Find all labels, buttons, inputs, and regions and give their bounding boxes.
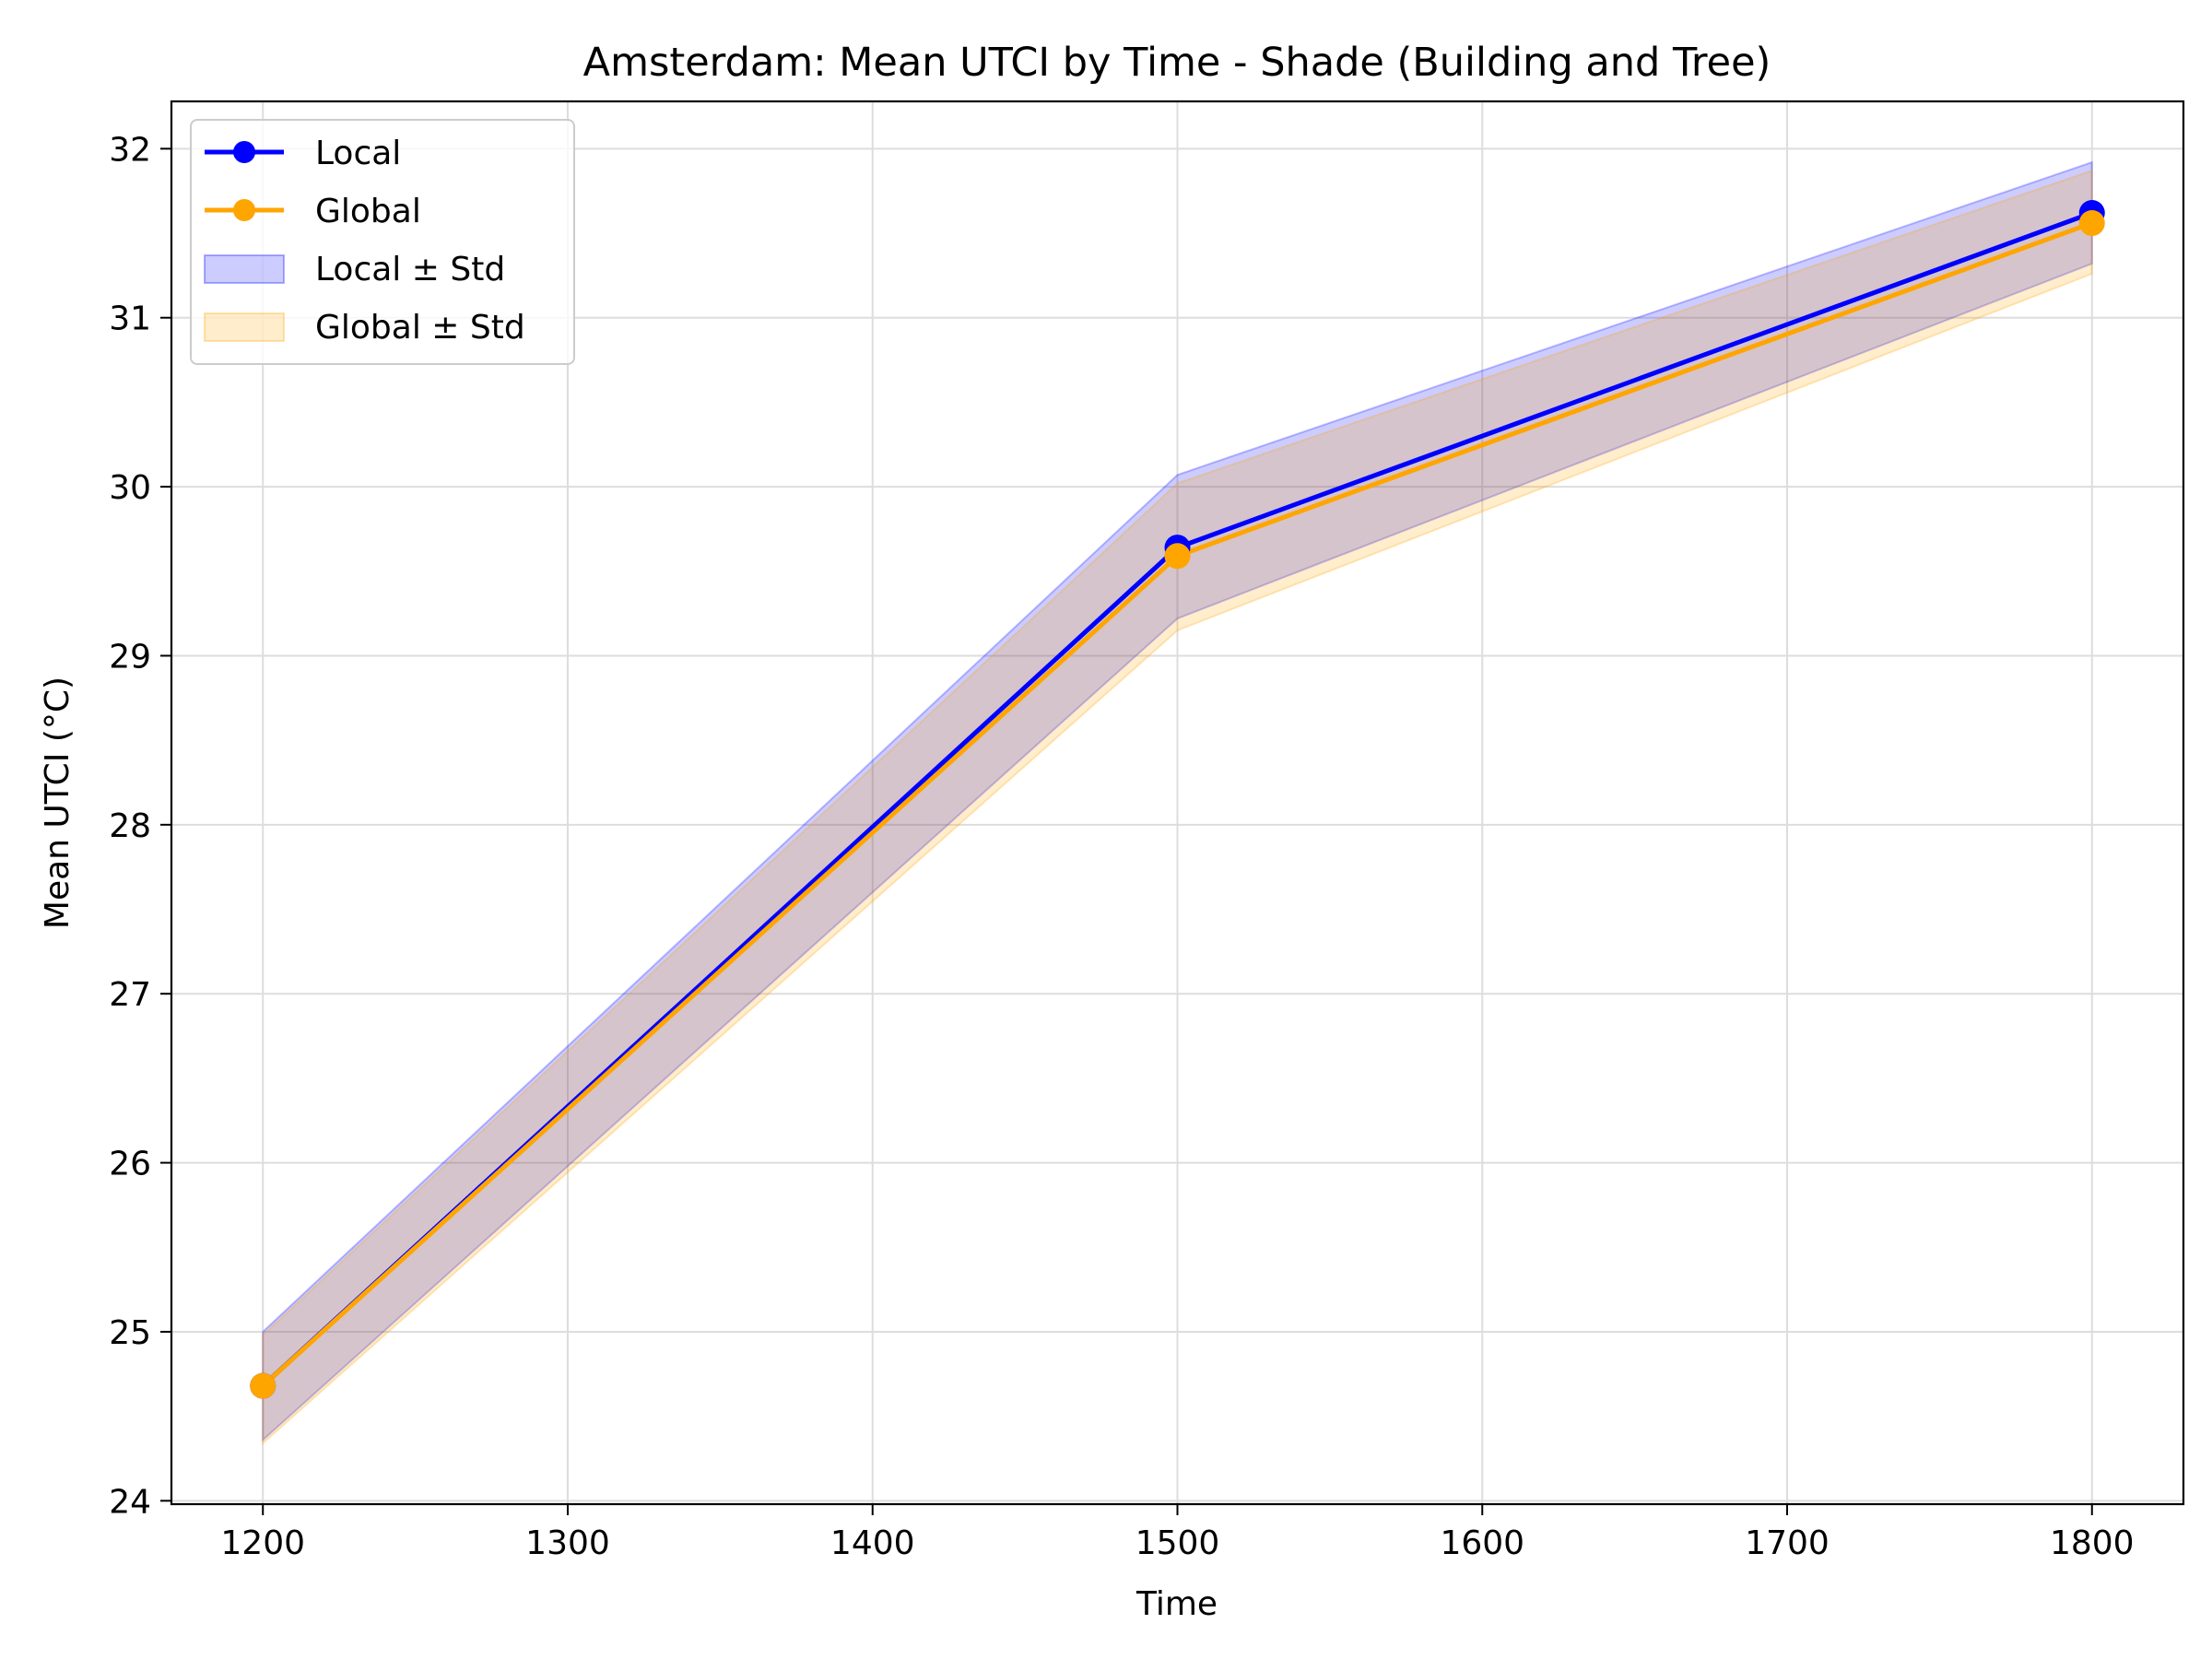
x-tick-label: 1700 [1745, 1524, 1830, 1562]
legend-entry-global-std: Global ± Std [204, 309, 525, 347]
legend-label-local-std: Local ± Std [315, 251, 505, 288]
data-point-global [250, 1372, 276, 1399]
y-tick-label: 25 [109, 1314, 151, 1352]
legend: Local Global Local ± Std Global ± Std [190, 119, 575, 365]
data-point-global [2078, 210, 2105, 237]
y-axis-label: Mean UTCI (°C) [39, 677, 76, 929]
x-tick-label: 1600 [1440, 1524, 1524, 1562]
legend-local-marker-swatch [233, 141, 255, 163]
grid-lines [171, 101, 2183, 1504]
legend-local-band-swatch [204, 254, 285, 284]
chart-title: Amsterdam: Mean UTCI by Time - Shade (Bu… [583, 40, 1771, 86]
legend-box [190, 119, 575, 365]
legend-entry-local: Local [205, 135, 401, 172]
y-tick-label: 29 [109, 638, 151, 676]
x-tick-label: 1800 [2050, 1524, 2135, 1562]
y-tick-label: 24 [109, 1483, 151, 1521]
legend-label-global-std: Global ± Std [315, 309, 525, 347]
series-markers [250, 200, 2105, 1399]
legend-entry-local-std: Local ± Std [204, 251, 505, 288]
legend-label-global: Global [315, 193, 421, 230]
x-tick-label: 1200 [220, 1524, 305, 1562]
x-tick-label: 1300 [525, 1524, 610, 1562]
legend-entry-global: Global [205, 193, 421, 230]
x-axis-label: Time [1135, 1585, 1218, 1623]
data-point-global [1164, 543, 1191, 570]
legend-label-local: Local [315, 135, 401, 172]
legend-global-marker-swatch [233, 199, 255, 221]
axis-ticks: 1200 1300 1400 1500 1600 1700 1800 24 25 26 27 28 29… [109, 131, 2134, 1562]
y-tick-label: 32 [109, 131, 151, 169]
x-tick-label: 1400 [830, 1524, 915, 1562]
y-tick-label: 27 [109, 976, 151, 1014]
y-tick-label: 28 [109, 807, 151, 845]
legend-global-band-swatch [204, 312, 285, 342]
y-tick-label: 26 [109, 1146, 151, 1183]
std-band-global [262, 169, 2093, 1446]
y-tick-label: 31 [109, 300, 151, 338]
x-tick-label: 1500 [1135, 1524, 1220, 1562]
y-tick-label: 30 [109, 469, 151, 507]
